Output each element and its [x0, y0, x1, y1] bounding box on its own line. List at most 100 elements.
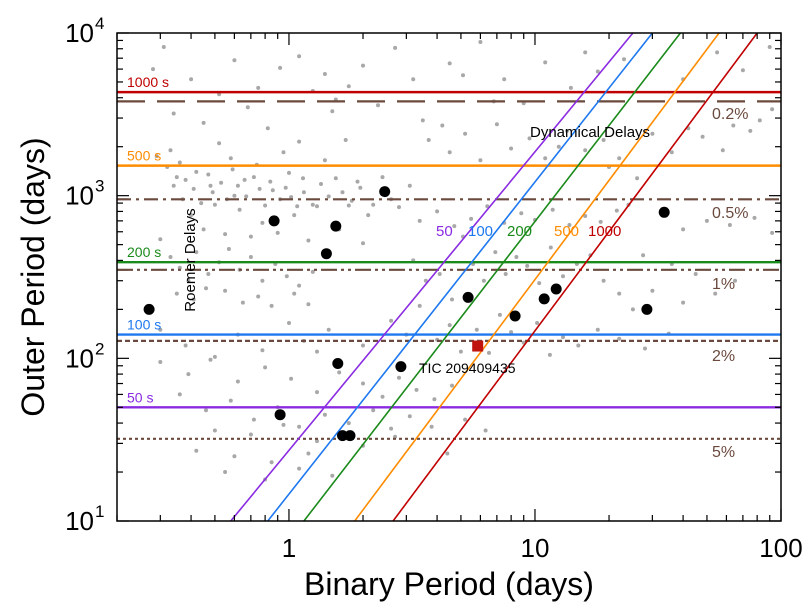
detection-limit-lines-layer — [117, 100, 781, 440]
background-point — [208, 357, 213, 362]
background-point — [201, 227, 206, 232]
background-point — [256, 85, 261, 90]
detected-system-point — [320, 248, 332, 260]
background-point — [389, 318, 394, 323]
detected-system-point — [344, 430, 356, 442]
detected-system-point — [658, 206, 670, 218]
background-point — [704, 218, 709, 223]
x-tick-label: 1 — [282, 533, 296, 563]
background-point — [260, 278, 265, 283]
background-point — [361, 381, 365, 386]
background-point — [487, 350, 491, 355]
background-point — [206, 172, 211, 177]
background-point — [191, 186, 196, 191]
background-point — [265, 126, 270, 131]
background-point — [199, 201, 204, 206]
detection-limit-label: 1% — [712, 276, 735, 293]
background-point — [556, 144, 561, 149]
y-tick-label: 10 — [65, 181, 94, 211]
background-point — [583, 214, 588, 218]
background-point — [177, 160, 182, 165]
background-point — [248, 432, 253, 437]
background-point — [244, 194, 249, 199]
background-point — [423, 278, 428, 283]
background-point — [287, 170, 291, 175]
background-point — [315, 349, 319, 354]
background-point — [275, 230, 280, 235]
dynamical-delay-lines-layer — [230, 33, 758, 521]
background-point — [240, 300, 245, 305]
background-point — [713, 291, 718, 296]
background-point — [568, 85, 573, 90]
background-point — [171, 183, 176, 188]
background-point — [281, 150, 286, 155]
roemer-delay-label: 50 s — [127, 389, 153, 405]
background-point — [681, 227, 686, 232]
dynamical-delay-line — [392, 33, 758, 521]
background-point — [177, 392, 182, 397]
background-point — [414, 387, 419, 392]
y-axis-title: Outer Period (days) — [15, 137, 51, 416]
plot-area — [117, 33, 781, 521]
target-label: TIC 209409435 — [419, 360, 516, 376]
background-point — [397, 205, 401, 210]
background-point — [161, 45, 166, 49]
background-point — [201, 120, 206, 125]
background-point — [326, 327, 331, 332]
background-point — [171, 111, 176, 116]
background-point — [174, 291, 179, 296]
background-point — [217, 141, 222, 146]
detected-system-point — [332, 358, 344, 369]
background-point — [525, 263, 530, 268]
background-point — [223, 288, 228, 293]
dynamical-delay-line — [230, 33, 634, 521]
background-point — [306, 451, 311, 456]
background-point — [380, 394, 385, 399]
background-point — [297, 54, 302, 59]
background-point — [248, 234, 253, 239]
background-point — [245, 105, 250, 110]
background-point — [641, 253, 646, 258]
background-point — [550, 207, 555, 212]
background-point — [371, 202, 376, 207]
background-point — [330, 109, 335, 114]
background-point — [326, 194, 331, 199]
background-point — [319, 182, 323, 186]
background-point — [346, 84, 351, 89]
background-point — [681, 300, 686, 305]
dynamical-delay-label: 1000 — [588, 223, 621, 240]
background-point — [289, 376, 294, 381]
background-point — [630, 307, 635, 312]
background-point — [223, 232, 228, 237]
background-point — [463, 131, 468, 136]
background-point — [284, 274, 289, 279]
background-point — [281, 422, 286, 427]
roemer-region-label: Roemer Delays — [182, 208, 199, 311]
background-point — [297, 424, 302, 429]
background-point — [567, 223, 572, 227]
background-point — [263, 203, 268, 208]
background-point — [393, 45, 398, 50]
background-point — [543, 156, 548, 161]
background-point — [208, 183, 213, 188]
background-point — [693, 272, 698, 276]
dynamical-delay-line — [267, 33, 653, 521]
background-point — [731, 123, 736, 128]
background-point — [452, 224, 457, 229]
detection-limit-label: 0.5% — [712, 205, 748, 222]
background-point — [346, 203, 351, 208]
background-point — [361, 63, 365, 68]
background-point — [297, 466, 302, 471]
background-point — [494, 122, 499, 127]
background-point — [346, 421, 351, 426]
background-point — [509, 330, 514, 335]
detected-system-point — [379, 186, 391, 198]
background-point — [310, 269, 315, 274]
background-point — [407, 183, 412, 188]
background-point — [212, 354, 217, 359]
background-point — [343, 138, 348, 142]
background-point — [186, 372, 191, 377]
background-point — [380, 175, 385, 180]
background-point — [186, 278, 191, 283]
